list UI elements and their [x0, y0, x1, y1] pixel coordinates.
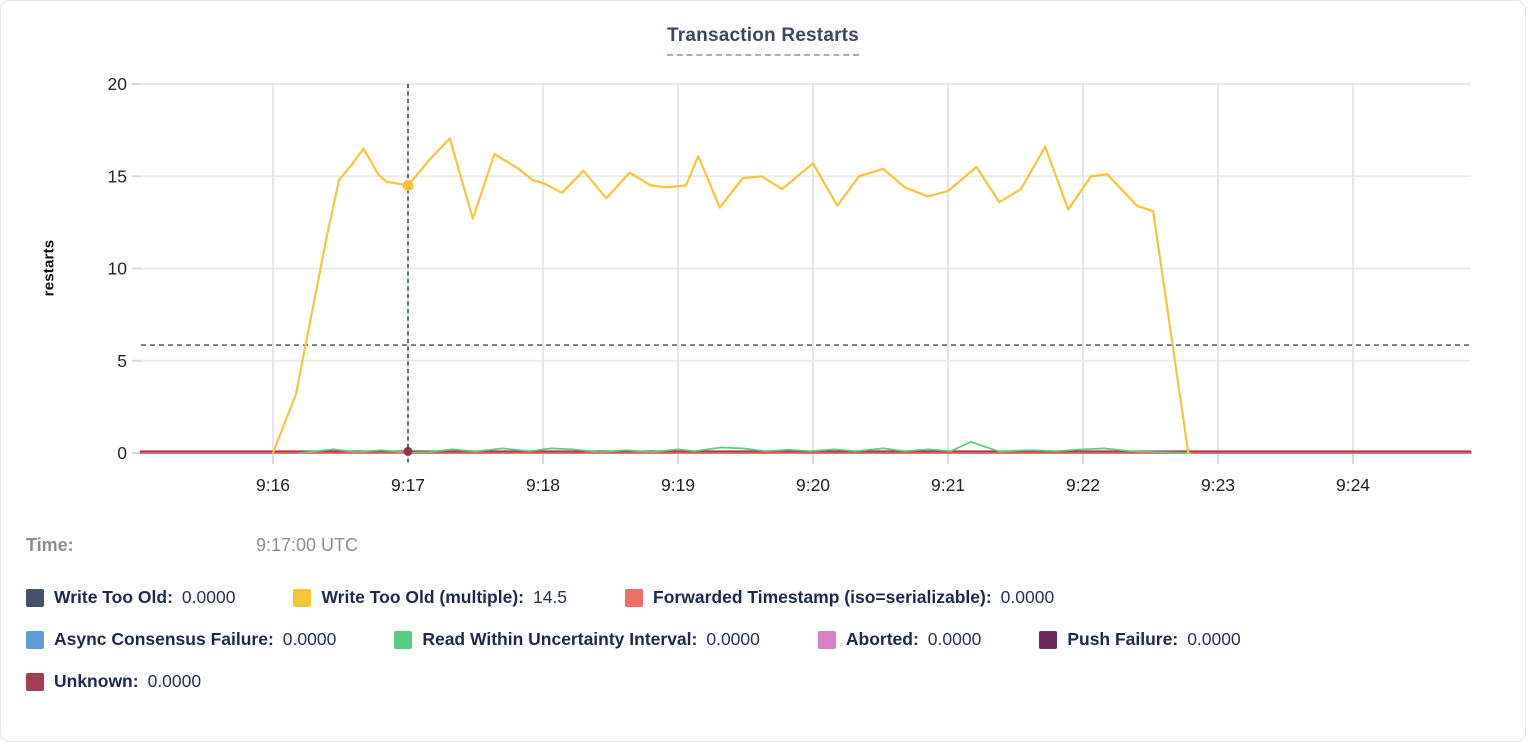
legend-item-forwarded-timestamp[interactable]: Forwarded Timestamp (iso=serializable): …: [625, 587, 1054, 608]
legend-label: Forwarded Timestamp (iso=serializable):: [653, 587, 992, 607]
legend-swatch-write-too-old: [26, 588, 44, 607]
svg-text:9:22: 9:22: [1066, 475, 1100, 495]
legend-label: Read Within Uncertainty Interval:: [422, 629, 698, 649]
legend-item-push-failure[interactable]: Push Failure: 0.0000: [1039, 629, 1241, 650]
svg-text:15: 15: [108, 166, 127, 186]
svg-text:9:19: 9:19: [661, 475, 695, 495]
legend-item-write-too-old-multiple[interactable]: Write Too Old (multiple): 14.5: [293, 587, 567, 608]
legend-swatch-async-consensus-failure: [26, 630, 44, 649]
legend-value: 0.0000: [706, 629, 760, 649]
svg-text:9:21: 9:21: [931, 475, 965, 495]
legend-row-3: Unknown: 0.0000: [26, 671, 1506, 692]
legend-row-2: Async Consensus Failure: 0.0000 Read Wit…: [26, 629, 1506, 650]
legend-value: 0.0000: [282, 629, 337, 649]
legend-label: Unknown:: [54, 671, 139, 691]
legend-value: 14.5: [532, 587, 568, 607]
svg-text:9:17: 9:17: [391, 475, 425, 495]
legend-value: 0.0000: [1187, 629, 1241, 649]
chart-title[interactable]: Transaction Restarts: [667, 25, 859, 56]
svg-text:9:18: 9:18: [526, 475, 560, 495]
svg-text:0: 0: [117, 443, 127, 463]
svg-text:10: 10: [108, 259, 128, 279]
legend-value: 0.0000: [1000, 587, 1055, 607]
legend-label: Aborted:: [845, 629, 919, 649]
legend-item-aborted[interactable]: Aborted: 0.0000: [817, 629, 982, 650]
svg-text:9:23: 9:23: [1201, 475, 1235, 495]
svg-text:9:20: 9:20: [796, 475, 830, 495]
legend-label: Write Too Old (multiple):: [321, 587, 524, 607]
legend-swatch-push-failure: [1039, 630, 1058, 649]
time-label: Time:: [26, 535, 74, 555]
svg-text:9:16: 9:16: [256, 475, 290, 495]
legend-swatch-write-too-old-multiple: [293, 588, 312, 607]
legend-label: Write Too Old:: [54, 587, 173, 607]
chart-legend: Write Too Old: 0.0000 Write Too Old (mul…: [26, 587, 1506, 713]
legend-item-read-within-uncertainty[interactable]: Read Within Uncertainty Interval: 0.0000: [394, 629, 760, 650]
time-value: 9:17:00 UTC: [256, 535, 359, 555]
legend-item-write-too-old[interactable]: Write Too Old: 0.0000: [26, 587, 235, 608]
legend-label: Push Failure:: [1067, 629, 1179, 649]
legend-label: Async Consensus Failure:: [54, 629, 274, 649]
legend-value: 0.0000: [147, 671, 202, 691]
legend-swatch-read-within-uncertainty: [394, 630, 413, 649]
legend-swatch-unknown: [26, 672, 44, 691]
legend-item-async-consensus-failure[interactable]: Async Consensus Failure: 0.0000: [26, 629, 336, 650]
hover-time-row: Time: 9:17:00 UTC: [26, 535, 358, 556]
legend-row-1: Write Too Old: 0.0000 Write Too Old (mul…: [26, 587, 1506, 608]
legend-value: 0.0000: [181, 587, 236, 607]
svg-text:9:24: 9:24: [1336, 475, 1370, 495]
legend-item-unknown[interactable]: Unknown: 0.0000: [26, 671, 201, 692]
svg-text:5: 5: [117, 351, 127, 371]
legend-value: 0.0000: [927, 629, 982, 649]
restarts-line-chart[interactable]: 0 5 10 15 20 9:16 9:17 9:18 9:19 9:20 9:21 9:22 9:23…: [1, 1, 1526, 506]
svg-text:20: 20: [108, 74, 128, 94]
legend-swatch-aborted: [817, 630, 836, 649]
legend-swatch-forwarded-timestamp: [625, 588, 644, 607]
